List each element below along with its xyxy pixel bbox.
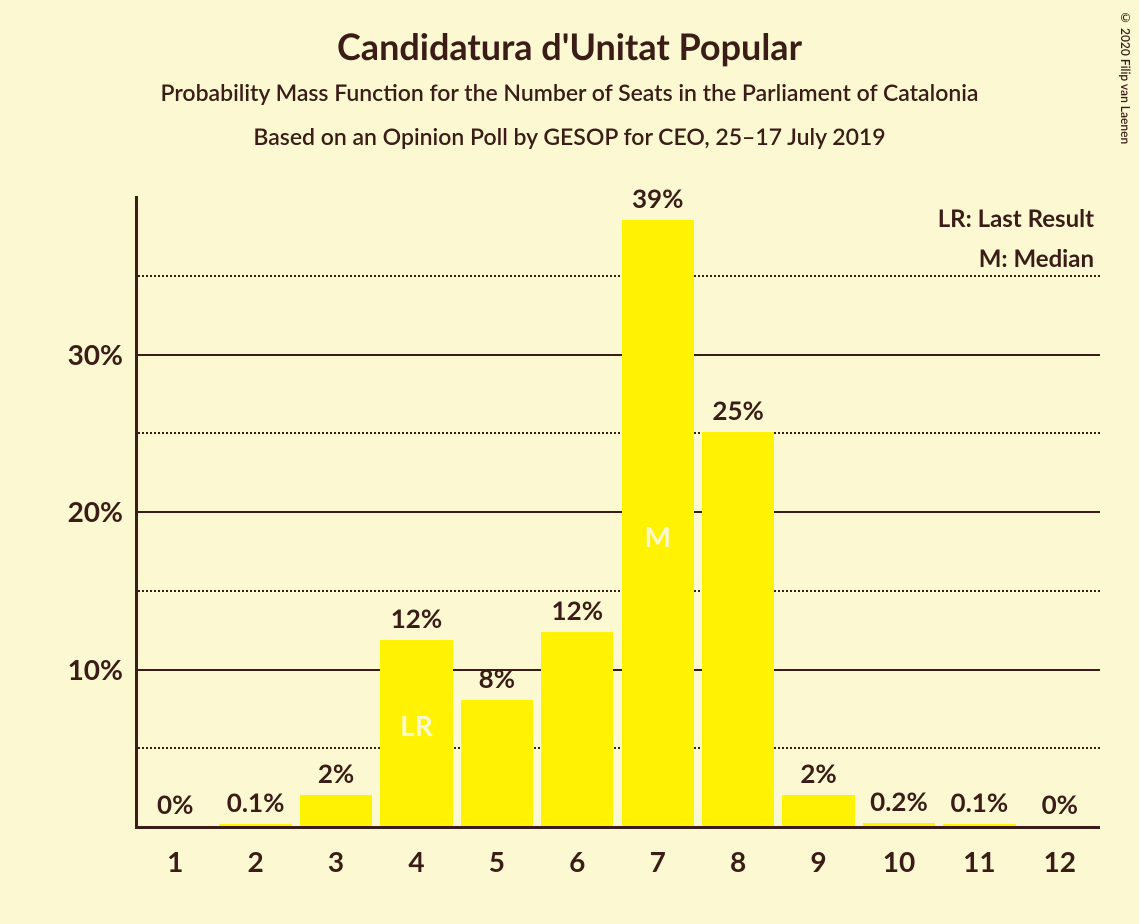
bar-annotation: LR — [380, 708, 452, 742]
bar — [461, 700, 533, 826]
bar — [219, 824, 291, 826]
gridline-minor — [135, 590, 1100, 592]
bar-annotation: M — [622, 519, 694, 553]
bar-value-label: 39% — [608, 182, 708, 214]
chart-subtitle-1: Probability Mass Function for the Number… — [0, 78, 1139, 106]
gridline-major — [135, 669, 1100, 671]
plot-area: 0%0.1%2%12%8%12%39%25%2%0.2%0.1%0%LRM — [135, 196, 1100, 826]
bar-value-label: 12% — [366, 602, 466, 634]
bar — [782, 795, 854, 827]
x-axis-baseline — [135, 826, 1100, 829]
chart-title: Candidatura d'Unitat Popular — [0, 24, 1139, 68]
x-tick-label: 5 — [457, 844, 537, 878]
x-tick-label: 11 — [939, 844, 1019, 878]
gridline-minor — [135, 275, 1100, 277]
x-tick-label: 3 — [296, 844, 376, 878]
bar-value-label: 2% — [769, 757, 869, 789]
bar — [541, 632, 613, 826]
bar-value-label: 8% — [447, 662, 547, 694]
x-tick-label: 1 — [135, 844, 215, 878]
chart-subtitle-2: Based on an Opinion Poll by GESOP for CE… — [0, 122, 1139, 150]
bar-value-label: 2% — [286, 757, 386, 789]
x-tick-label: 10 — [859, 844, 939, 878]
legend-lr: LR: Last Result — [938, 204, 1094, 233]
bar — [943, 824, 1015, 826]
bar-value-label: 0% — [1010, 788, 1110, 820]
legend-m: M: Median — [979, 244, 1094, 273]
chart-container: Candidatura d'Unitat Popular Probability… — [0, 0, 1139, 924]
bar — [702, 432, 774, 826]
gridline-minor — [135, 747, 1100, 749]
y-tick-label: 30% — [23, 337, 123, 371]
gridline-major — [135, 511, 1100, 513]
bar-value-label: 12% — [527, 594, 627, 626]
copyright: © 2020 Filip van Laenen — [1118, 10, 1133, 144]
y-tick-label: 10% — [23, 652, 123, 686]
x-tick-label: 2 — [216, 844, 296, 878]
bar-value-label: 25% — [688, 394, 788, 426]
x-tick-label: 7 — [618, 844, 698, 878]
x-tick-label: 4 — [376, 844, 456, 878]
bar-value-label: 0.1% — [206, 786, 306, 818]
x-tick-label: 6 — [537, 844, 617, 878]
x-tick-label: 8 — [698, 844, 778, 878]
x-tick-label: 12 — [1020, 844, 1100, 878]
y-tick-label: 20% — [23, 494, 123, 528]
bar — [300, 795, 372, 827]
bar — [863, 823, 935, 826]
gridline-major — [135, 354, 1100, 356]
x-tick-label: 9 — [779, 844, 859, 878]
gridline-minor — [135, 432, 1100, 434]
